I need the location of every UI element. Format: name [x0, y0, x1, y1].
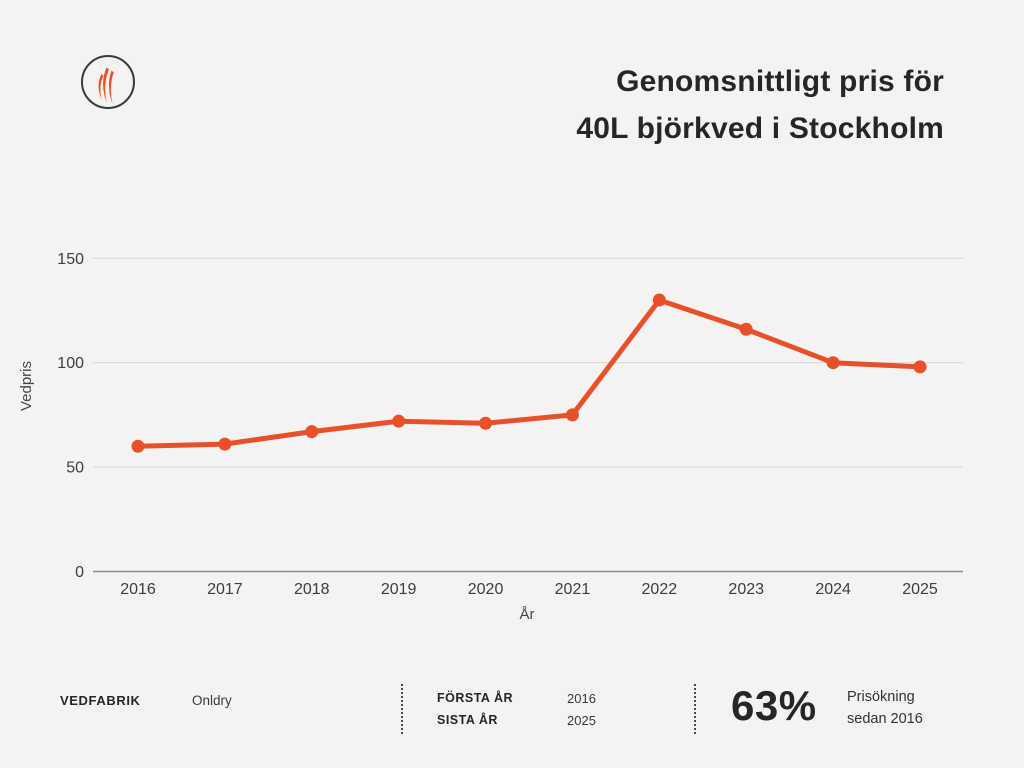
last-year-value: 2025: [567, 713, 596, 728]
flame-icon: [81, 55, 135, 109]
x-axis-title: År: [520, 606, 535, 623]
price-increase-caption: Prisökning sedan 2016: [847, 686, 923, 730]
x-tick-label: 2018: [294, 581, 330, 598]
x-tick-label: 2019: [381, 581, 417, 598]
price-increase-percent: 63%: [731, 682, 817, 729]
first-year-value: 2016: [567, 691, 596, 706]
price-increase-caption-line2: sedan 2016: [847, 711, 923, 727]
data-point-2025: [913, 360, 927, 374]
data-point-2023: [739, 322, 753, 336]
dotted-divider: [694, 684, 696, 734]
last-year-label: SISTA ÅR: [437, 713, 498, 727]
data-point-2019: [392, 414, 406, 428]
chart-title-line1: Genomsnittligt pris för: [616, 65, 944, 98]
y-axis-title: Vedpris: [18, 361, 35, 411]
x-tick-label: 2025: [902, 581, 938, 598]
x-tick-label: 2017: [207, 581, 243, 598]
x-tick-label: 2020: [468, 581, 504, 598]
stats-footer: VEDFABRIK Onldry FÖRSTA ÅR 2016 SISTA ÅR…: [0, 660, 1024, 740]
chart-title: Genomsnittligt pris för 40L björkved i S…: [384, 58, 944, 152]
brand-name-label: VEDFABRIK: [60, 693, 141, 708]
data-point-2020: [479, 416, 493, 430]
x-tick-label: 2024: [815, 581, 851, 598]
dotted-divider: [401, 684, 403, 734]
x-tick-label: 2023: [728, 581, 764, 598]
y-tick-label: 100: [57, 355, 84, 372]
x-tick-label: 2022: [642, 581, 678, 598]
brand-logo: [80, 54, 136, 110]
price-series-line: [135, 297, 923, 449]
x-tick-label: 2016: [120, 581, 156, 598]
chart-title-line2: 40L björkved i Stockholm: [576, 112, 944, 145]
y-tick-label: 50: [66, 460, 84, 477]
y-tick-label: 150: [57, 251, 84, 268]
data-point-2018: [305, 425, 319, 439]
price-increase-caption-line1: Prisökning: [847, 689, 915, 705]
x-tick-label: 2021: [555, 581, 591, 598]
data-point-2024: [826, 356, 840, 370]
data-point-2022: [652, 293, 666, 307]
brand-name-value: Onldry: [192, 693, 232, 708]
first-year-label: FÖRSTA ÅR: [437, 691, 514, 705]
data-point-2021: [565, 408, 579, 422]
y-tick-label: 0: [75, 564, 84, 581]
data-point-2016: [131, 439, 145, 453]
data-point-2017: [218, 437, 232, 451]
